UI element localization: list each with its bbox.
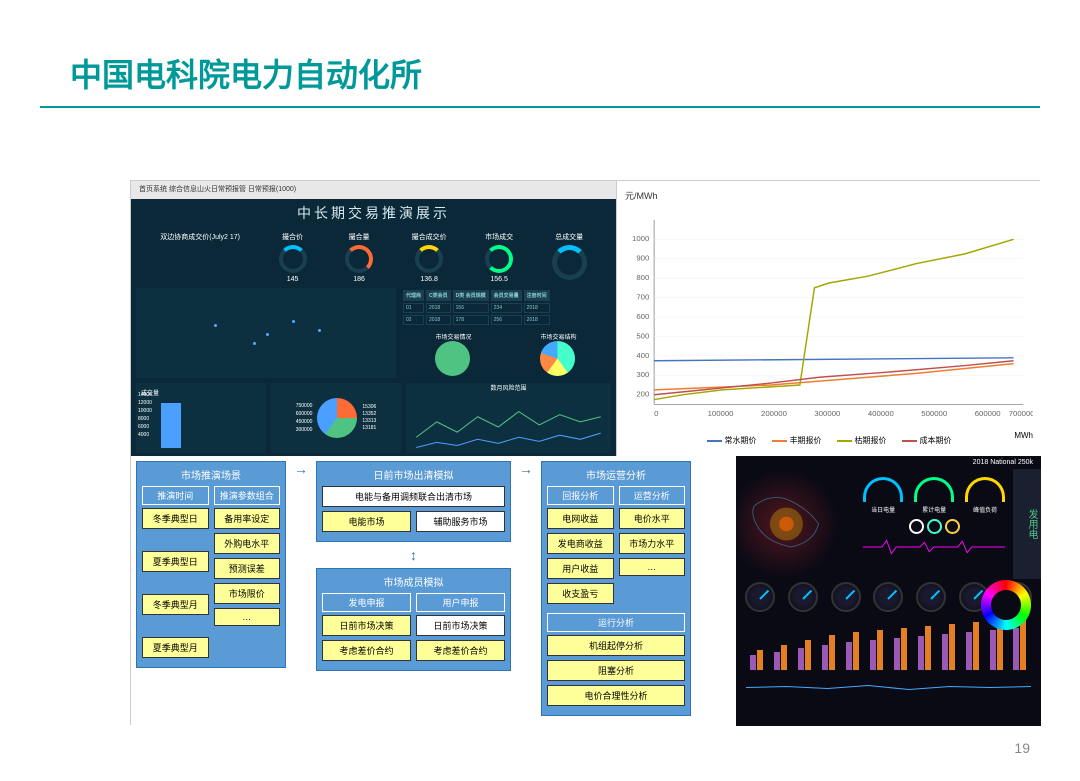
svg-text:400: 400 xyxy=(636,351,650,360)
stat-tag: 双边协商成交价(July2 17) xyxy=(160,232,240,283)
flow-box[interactable]: 市场限价 xyxy=(214,583,281,604)
flow-box[interactable]: 辅助服务市场 xyxy=(416,511,505,532)
xlabel: MWh xyxy=(625,431,1033,440)
gauge-2: 累计电量 xyxy=(911,474,957,514)
flow-box[interactable]: … xyxy=(619,558,686,576)
flow-clearing-panel: 日前市场出清模拟 电能与备用调频联合出清市场 电能市场 辅助服务市场 xyxy=(316,461,511,542)
svg-text:300: 300 xyxy=(636,370,650,379)
map-area[interactable] xyxy=(136,288,396,378)
flow-box[interactable]: 市场力水平 xyxy=(619,533,686,554)
flow-box[interactable]: 阻塞分析 xyxy=(547,660,685,681)
flow-box[interactable]: 考虑差价合约 xyxy=(322,640,411,661)
svg-text:600: 600 xyxy=(636,312,650,321)
flow-box[interactable]: 冬季典型月 xyxy=(142,594,209,615)
dial xyxy=(745,582,775,612)
flow-box[interactable]: 外购电水平 xyxy=(214,533,281,554)
page-title: 中国电科院电力自动化所 xyxy=(0,0,1080,106)
svg-text:500000: 500000 xyxy=(921,409,948,418)
trading-dashboard: 首页系统 综合信息山火日常预报管 日常预报(1000) 中长期交易推演展示 双边… xyxy=(131,181,616,456)
price-line-chart: 元/MWh 1000 900 800 700 600 500 400 300 xyxy=(616,181,1041,456)
line-chart-svg: 1000 900 800 700 600 500 400 300 200 0 1… xyxy=(625,202,1033,432)
rainbow-gauge xyxy=(981,580,1031,630)
bottom-pulse xyxy=(746,677,1031,697)
stat-4: 市场成交156.5 xyxy=(485,232,513,283)
flow-box[interactable]: 发电商收益 xyxy=(547,533,614,554)
svg-text:600000: 600000 xyxy=(975,409,1002,418)
flow-scenario-panel: 市场推演场景 推演时间 冬季典型日 夏季典型日 冬季典型月 夏季典型月 推演参数… xyxy=(136,461,286,668)
dash-nav[interactable]: 首页系统 综合信息山火日常预报管 日常预报(1000) xyxy=(131,181,616,199)
flow-box[interactable]: 机组起停分析 xyxy=(547,635,685,656)
dash-title: 中长期交易推演展示 xyxy=(131,199,616,227)
flow-box[interactable]: 电价合理性分析 xyxy=(547,685,685,706)
svg-text:200000: 200000 xyxy=(761,409,788,418)
arrow-icon: → xyxy=(519,461,533,721)
pie-chart: 750000600000450000300000 153061335213313… xyxy=(271,383,401,453)
flowchart: 市场推演场景 推演时间 冬季典型日 夏季典型日 冬季典型月 夏季典型月 推演参数… xyxy=(131,456,736,726)
flow-box[interactable]: 收支盈亏 xyxy=(547,583,614,604)
svg-text:400000: 400000 xyxy=(868,409,895,418)
svg-text:200: 200 xyxy=(636,390,650,399)
svg-text:100000: 100000 xyxy=(708,409,735,418)
flow-member-panel: 市场成员模拟 发电申报 日前市场决策 考虑差价合约 用户申报 日前市场决策 考虑… xyxy=(316,568,511,671)
flow-box[interactable]: 电能与备用调频联合出清市场 xyxy=(322,486,505,507)
svg-text:0: 0 xyxy=(654,409,659,418)
dial xyxy=(873,582,903,612)
svg-text:500: 500 xyxy=(636,331,650,340)
pulse-chart xyxy=(863,537,1005,557)
flow-box[interactable]: 冬季典型日 xyxy=(142,508,209,529)
svg-text:800: 800 xyxy=(636,273,650,282)
flow-box[interactable]: 夏季典型月 xyxy=(142,637,209,658)
flow-box[interactable]: 预测误差 xyxy=(214,558,281,579)
flow-box[interactable]: 日前市场决策 xyxy=(322,615,411,636)
flow-box[interactable]: 用户收益 xyxy=(547,558,614,579)
arrow-icon: ↕ xyxy=(316,547,511,563)
stat-2: 撮合量186 xyxy=(345,232,373,283)
dial xyxy=(788,582,818,612)
stat-5: 总成交量 xyxy=(552,232,587,283)
arrow-icon: → xyxy=(294,461,308,721)
dial xyxy=(831,582,861,612)
data-tables: 代理商C类会员D类 会员规模会员交易量注册时间 0120181562342018… xyxy=(401,288,611,378)
title-underline xyxy=(40,106,1040,108)
content-area: 首页系统 综合信息山火日常预报管 日常预报(1000) 中长期交易推演展示 双边… xyxy=(130,180,1040,725)
flow-box[interactable]: 电网收益 xyxy=(547,508,614,529)
flow-box[interactable]: 考虑差价合约 xyxy=(416,640,505,661)
svg-text:1000: 1000 xyxy=(632,234,650,243)
bar-chart: 成交量 140001200010000800060004000 xyxy=(136,383,266,453)
page-number: 19 xyxy=(1014,740,1030,756)
stat-3: 撮合成交价136.8 xyxy=(412,232,447,283)
gauge-1: 当日电量 xyxy=(860,474,906,514)
svg-text:900: 900 xyxy=(636,254,650,263)
svg-text:700: 700 xyxy=(636,293,650,302)
svg-text:700000: 700000 xyxy=(1009,409,1033,418)
gauge-header: 2018 National 250k xyxy=(736,456,1041,469)
side-label: 发用电 xyxy=(1013,469,1041,579)
gauge-dashboard: 2018 National 250k 当日电量 累计电量 峰值负荷 xyxy=(736,456,1041,726)
svg-text:300000: 300000 xyxy=(814,409,841,418)
mini-table: 代理商C类会员D类 会员规模会员交易量注册时间 0120181562342018… xyxy=(401,288,552,327)
pie-2 xyxy=(540,341,575,376)
trend-chart: 数月风险范围 xyxy=(406,383,611,453)
dash-stats-row: 双边协商成交价(July2 17) 撮合价145 撮合量186 撮合成交价136… xyxy=(131,227,616,288)
flow-box[interactable]: 备用率设定 xyxy=(214,508,281,529)
stat-1: 撮合价145 xyxy=(279,232,307,283)
flow-analysis-panel: 市场运营分析 回报分析 电网收益 发电商收益 用户收益 收支盈亏 运营分析 电价… xyxy=(541,461,691,716)
gauge-3: 峰值负荷 xyxy=(962,474,1008,514)
flow-box[interactable]: 夏季典型日 xyxy=(142,551,209,572)
dial xyxy=(916,582,946,612)
heat-map[interactable] xyxy=(736,469,855,579)
flow-box[interactable]: … xyxy=(214,608,281,626)
pie-1 xyxy=(435,341,470,376)
ylabel: 元/MWh xyxy=(625,189,1033,202)
flow-box[interactable]: 电能市场 xyxy=(322,511,411,532)
flow-box[interactable]: 日前市场决策 xyxy=(416,615,505,636)
flow-box[interactable]: 电价水平 xyxy=(619,508,686,529)
